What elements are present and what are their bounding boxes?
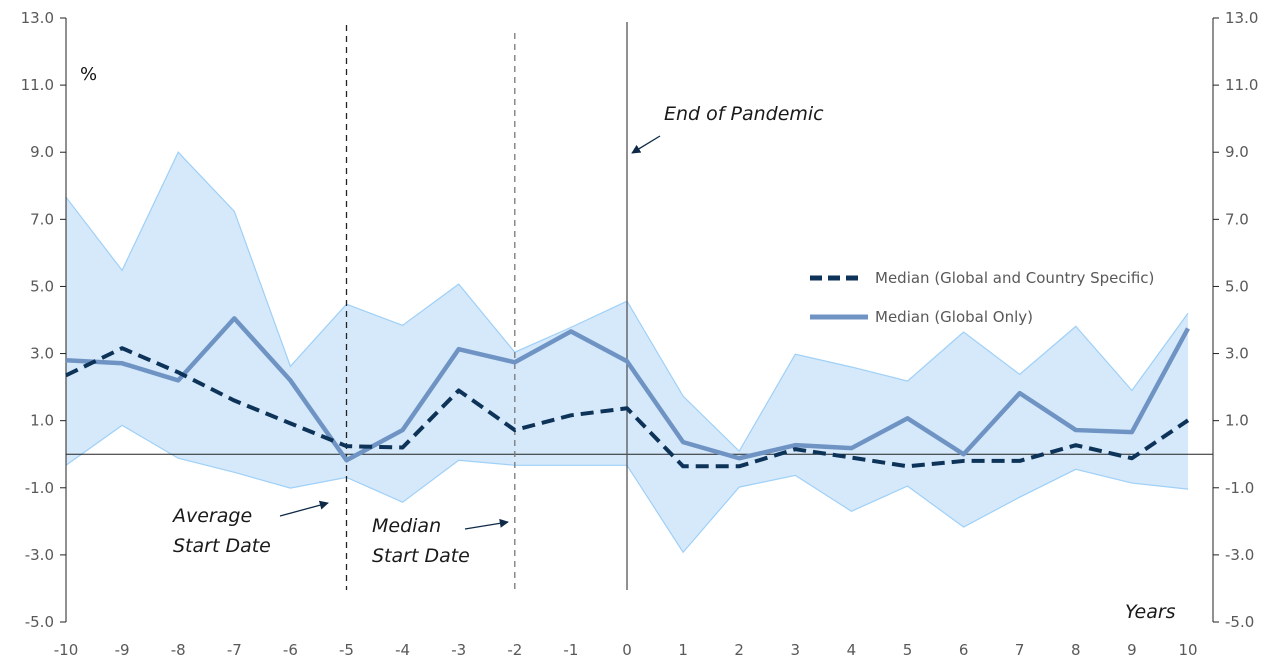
y-tick-label-left: 13.0 [21, 9, 54, 27]
x-tick-label: 8 [1071, 641, 1081, 659]
y-tick-label-right: 13.0 [1225, 9, 1258, 27]
y-tick-label-right: 7.0 [1225, 210, 1249, 228]
arrow-average-start [279, 500, 329, 517]
x-tick-label: 5 [903, 641, 913, 659]
y-tick-label-right: 9.0 [1225, 143, 1249, 161]
x-tick-label: 6 [959, 641, 969, 659]
x-tick-label: -5 [339, 641, 354, 659]
x-tick-label: -6 [283, 641, 298, 659]
x-tick-label: -4 [395, 641, 410, 659]
arrow-median-start [464, 518, 509, 530]
x-tick-label: -2 [507, 641, 522, 659]
y-tick-label-right: -1.0 [1225, 479, 1254, 497]
x-tick-label: -9 [115, 641, 130, 659]
y-tick-label-left: 1.0 [30, 412, 54, 430]
y-tick-label-right: 11.0 [1225, 76, 1258, 94]
x-tick-label: -1 [563, 641, 578, 659]
y-axis-unit-label: % [80, 64, 97, 85]
annotation-average-start-line2: Start Date [173, 535, 271, 557]
annotation-average-start-line1: Average [171, 505, 252, 527]
x-tick-label: 10 [1178, 641, 1197, 659]
y-tick-label-right: -5.0 [1225, 613, 1254, 631]
annotation-median-start-line2: Start Date [372, 545, 470, 567]
x-axis-label: Years [1125, 601, 1176, 623]
y-tick-label-left: 9.0 [30, 143, 54, 161]
y-tick-label-right: -3.0 [1225, 546, 1254, 564]
legend-label-global-only: Median (Global Only) [875, 308, 1033, 326]
x-tick-label: 4 [847, 641, 857, 659]
x-tick-label: 3 [791, 641, 801, 659]
y-tick-label-right: 5.0 [1225, 277, 1249, 295]
x-tick-label: 0 [622, 641, 632, 659]
x-tick-label: 9 [1127, 641, 1137, 659]
x-tick-label: 1 [678, 641, 688, 659]
x-tick-label: -3 [451, 641, 466, 659]
legend: Median (Global and Country Specific) Med… [810, 269, 1154, 326]
y-tick-label-left: -3.0 [25, 546, 54, 564]
x-tick-label: -7 [227, 641, 242, 659]
y-tick-label-left: -5.0 [25, 613, 54, 631]
y-tick-label-left: 5.0 [30, 277, 54, 295]
y-tick-label-left: 7.0 [30, 210, 54, 228]
arrow-end-of-pandemic [631, 135, 661, 154]
y-tick-label-left: 11.0 [21, 76, 54, 94]
y-tick-label-left: 3.0 [30, 345, 54, 363]
x-tick-label: -10 [54, 641, 79, 659]
x-tick-label: 2 [734, 641, 744, 659]
y-tick-label-left: -1.0 [25, 479, 54, 497]
annotation-median-start-line1: Median [372, 515, 441, 537]
legend-label-global-country: Median (Global and Country Specific) [875, 269, 1154, 287]
x-tick-label: -8 [171, 641, 186, 659]
annotation-end-of-pandemic: End of Pandemic [664, 103, 824, 125]
y-tick-label-right: 3.0 [1225, 345, 1249, 363]
y-tick-label-right: 1.0 [1225, 412, 1249, 430]
x-tick-label: 7 [1015, 641, 1025, 659]
